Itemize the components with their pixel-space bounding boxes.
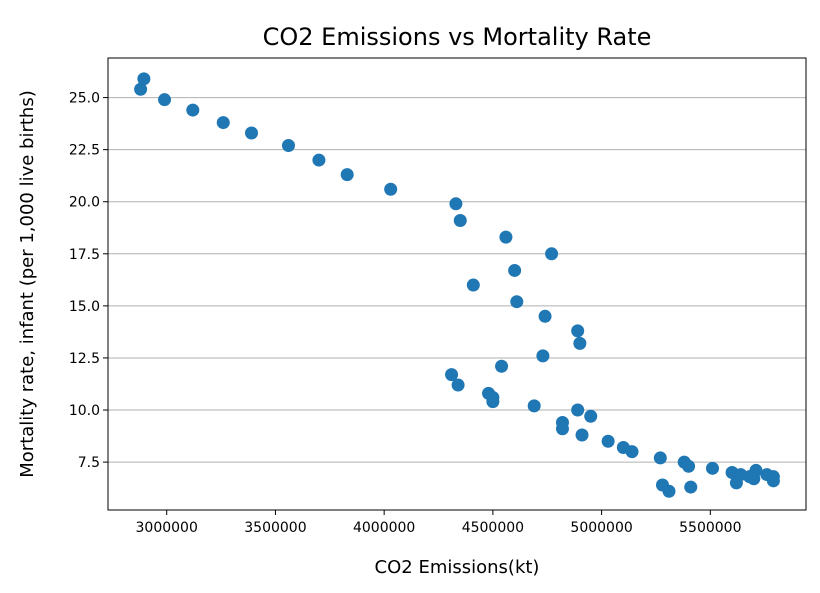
x-tick-label: 5500000 — [679, 520, 741, 536]
data-point — [508, 263, 522, 277]
y-tick-label: 10.0 — [69, 403, 100, 419]
data-point — [499, 230, 513, 244]
data-point — [747, 472, 761, 486]
data-point — [445, 368, 459, 382]
data-point — [340, 168, 354, 182]
x-tick-label: 4000000 — [353, 520, 415, 536]
chart-title: CO2 Emissions vs Mortality Rate — [263, 23, 652, 51]
data-point — [449, 197, 463, 211]
data-point — [601, 434, 615, 448]
data-point — [684, 480, 698, 494]
data-point — [527, 399, 541, 413]
data-point — [158, 93, 172, 107]
data-point — [137, 72, 151, 86]
data-point — [186, 103, 200, 117]
data-point — [453, 213, 467, 227]
data-point — [134, 82, 148, 96]
y-axis-label: Mortality rate, infant (per 1,000 live b… — [17, 90, 38, 477]
x-axis-ticks: 3000000 3500000 4000000 4500000 5000000 55000… — [136, 510, 742, 536]
x-tick-label: 3000000 — [136, 520, 198, 536]
data-point — [653, 451, 667, 465]
x-tick-label: 4500000 — [462, 520, 524, 536]
data-point — [729, 476, 743, 490]
y-axis-ticks: 7.5 10.0 12.5 15.0 17.5 20.0 22.5 25.0 — [69, 91, 108, 471]
data-point — [466, 278, 480, 292]
y-tick-label: 15.0 — [69, 299, 100, 315]
x-axis-label: CO2 Emissions(kt) — [375, 557, 540, 578]
data-point — [545, 247, 559, 261]
plot-frame — [107, 57, 807, 511]
data-point — [766, 474, 780, 488]
data-point — [216, 116, 230, 130]
data-point — [555, 422, 569, 436]
data-point — [625, 445, 639, 459]
data-point — [486, 395, 500, 409]
x-tick-label: 5000000 — [570, 520, 632, 536]
data-point — [662, 484, 676, 498]
data-point — [584, 409, 598, 423]
data-point — [682, 459, 696, 473]
data-point — [281, 138, 295, 152]
data-point — [495, 359, 509, 373]
y-tick-label: 22.5 — [69, 143, 100, 159]
data-points — [134, 72, 780, 498]
data-point — [312, 153, 326, 167]
y-tick-label: 25.0 — [69, 91, 100, 107]
data-point — [451, 378, 465, 392]
data-point — [510, 295, 524, 309]
data-point — [571, 324, 585, 338]
data-point — [571, 403, 585, 417]
data-point — [536, 349, 550, 363]
data-point — [538, 309, 552, 323]
x-tick-label: 3500000 — [244, 520, 306, 536]
y-tick-label: 12.5 — [69, 351, 100, 367]
y-tick-label: 20.0 — [69, 195, 100, 211]
data-point — [573, 336, 587, 350]
data-point — [245, 126, 259, 140]
y-tick-label: 7.5 — [78, 455, 100, 471]
data-point — [575, 428, 589, 442]
data-point — [705, 461, 719, 475]
y-tick-label: 17.5 — [69, 247, 100, 263]
data-point — [384, 182, 398, 196]
